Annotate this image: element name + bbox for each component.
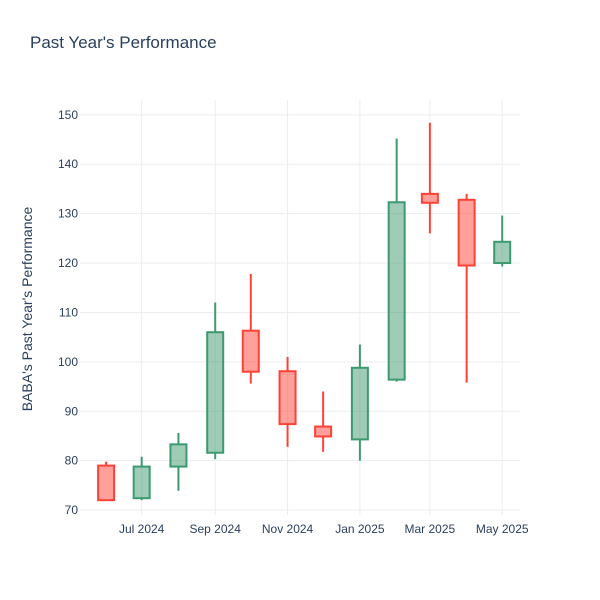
chart-title: Past Year's Performance <box>30 33 217 52</box>
y-tick-label: 140 <box>58 157 78 171</box>
candle-body <box>206 331 225 454</box>
x-tick-label: Mar 2025 <box>405 522 456 536</box>
candle-body <box>314 425 333 438</box>
candle-decreasing <box>278 356 297 447</box>
candle-body <box>493 240 512 265</box>
candle-body <box>278 370 297 426</box>
candle-body <box>132 465 151 500</box>
candle-increasing <box>169 432 188 491</box>
candle-decreasing <box>420 122 439 234</box>
y-tick-label: 130 <box>58 207 78 221</box>
x-tick-label: Nov 2024 <box>262 522 314 536</box>
candle-increasing <box>387 138 406 382</box>
y-tick-label: 90 <box>65 404 79 418</box>
candle-body <box>457 198 476 267</box>
y-tick-label: 70 <box>65 503 79 517</box>
grid <box>80 100 520 515</box>
x-tick-label: Jan 2025 <box>335 522 385 536</box>
candle-decreasing <box>457 193 476 383</box>
x-tick-label: Jul 2024 <box>119 522 165 536</box>
candles <box>97 122 512 502</box>
candle-body <box>97 464 116 502</box>
y-tick-label: 110 <box>59 305 78 319</box>
candle-body <box>241 329 260 373</box>
candle-increasing <box>132 456 151 501</box>
y-tick-label: 150 <box>58 108 78 122</box>
y-axis-label: BABA's Past Year's Performance <box>19 207 35 412</box>
candle-body <box>350 366 369 441</box>
candle-increasing <box>350 344 369 461</box>
candle-decreasing <box>97 461 116 502</box>
y-tick-label: 80 <box>65 454 79 468</box>
candle-increasing <box>206 302 225 460</box>
y-axis-ticks: 70 80 90 100 110 120 130 140 150 <box>58 108 78 517</box>
candle-decreasing <box>314 391 333 452</box>
candle-increasing <box>493 215 512 267</box>
x-axis-ticks: Jul 2024 Sep 2024 Nov 2024 Jan 2025 Mar 2025… <box>119 522 529 536</box>
y-tick-label: 120 <box>58 256 78 270</box>
candle-body <box>387 201 406 381</box>
candle-body <box>420 192 439 204</box>
x-tick-label: May 2025 <box>476 522 529 536</box>
candle-decreasing <box>241 273 260 384</box>
y-tick-label: 100 <box>58 355 78 369</box>
candle-body <box>169 443 188 468</box>
x-tick-label: Sep 2024 <box>190 522 242 536</box>
